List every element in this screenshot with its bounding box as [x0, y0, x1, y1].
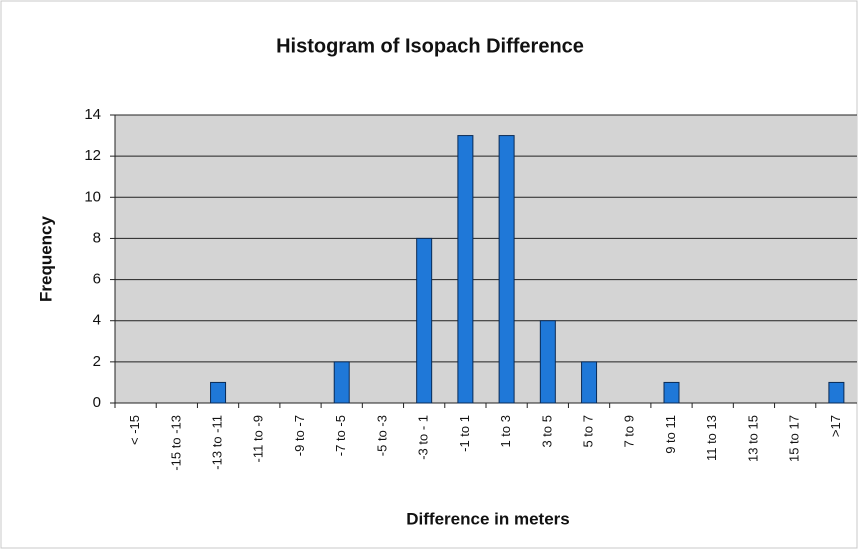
- bar: [828, 381, 845, 404]
- x-tick-label: -9 to -7: [292, 415, 307, 456]
- x-tick-label: >17: [828, 415, 843, 437]
- bar: [333, 361, 350, 404]
- plot-area: [115, 115, 857, 403]
- x-tick-label: 3 to 5: [539, 415, 554, 448]
- x-tick-label: 1 to 3: [498, 415, 513, 448]
- bar: [416, 237, 433, 404]
- y-tick-label: 14: [84, 106, 101, 123]
- x-tick-label: -15 to -13: [168, 415, 183, 471]
- x-tick-label: -1 to 1: [457, 415, 472, 452]
- x-tick-label: -7 to -5: [333, 415, 348, 456]
- y-axis-title: Frequency: [36, 215, 55, 302]
- y-tick-label: 4: [93, 312, 101, 329]
- bar: [210, 381, 227, 404]
- x-tick-label: < -15: [127, 415, 142, 445]
- x-tick-label: -5 to -3: [374, 415, 389, 456]
- x-tick-label: 5 to 7: [580, 415, 595, 448]
- x-tick-label: 9 to 11: [663, 415, 678, 454]
- y-tick-label: 12: [84, 147, 101, 164]
- x-tick-label: 11 to 13: [704, 415, 719, 461]
- x-tick-label: -13 to -11: [209, 415, 224, 470]
- x-tick-label: 7 to 9: [622, 415, 637, 448]
- y-tick-label: 0: [93, 394, 101, 411]
- x-tick-label: 15 to 17: [787, 415, 802, 462]
- y-tick-label: 10: [84, 188, 101, 205]
- x-tick-label: 13 to 15: [745, 415, 760, 462]
- y-tick-label: 2: [93, 353, 101, 370]
- bar: [498, 135, 515, 404]
- x-axis-title: Difference in meters: [406, 509, 569, 528]
- bar: [539, 320, 556, 404]
- y-tick-label: 8: [93, 229, 101, 246]
- x-tick-label: -3 to - 1: [416, 415, 431, 460]
- chart-title: Histogram of Isopach Difference: [276, 35, 584, 57]
- y-tick-label: 6: [93, 271, 101, 288]
- bar: [581, 361, 598, 404]
- bar: [457, 135, 474, 404]
- x-tick-label: -11 to -9: [251, 415, 266, 462]
- bar: [663, 381, 680, 404]
